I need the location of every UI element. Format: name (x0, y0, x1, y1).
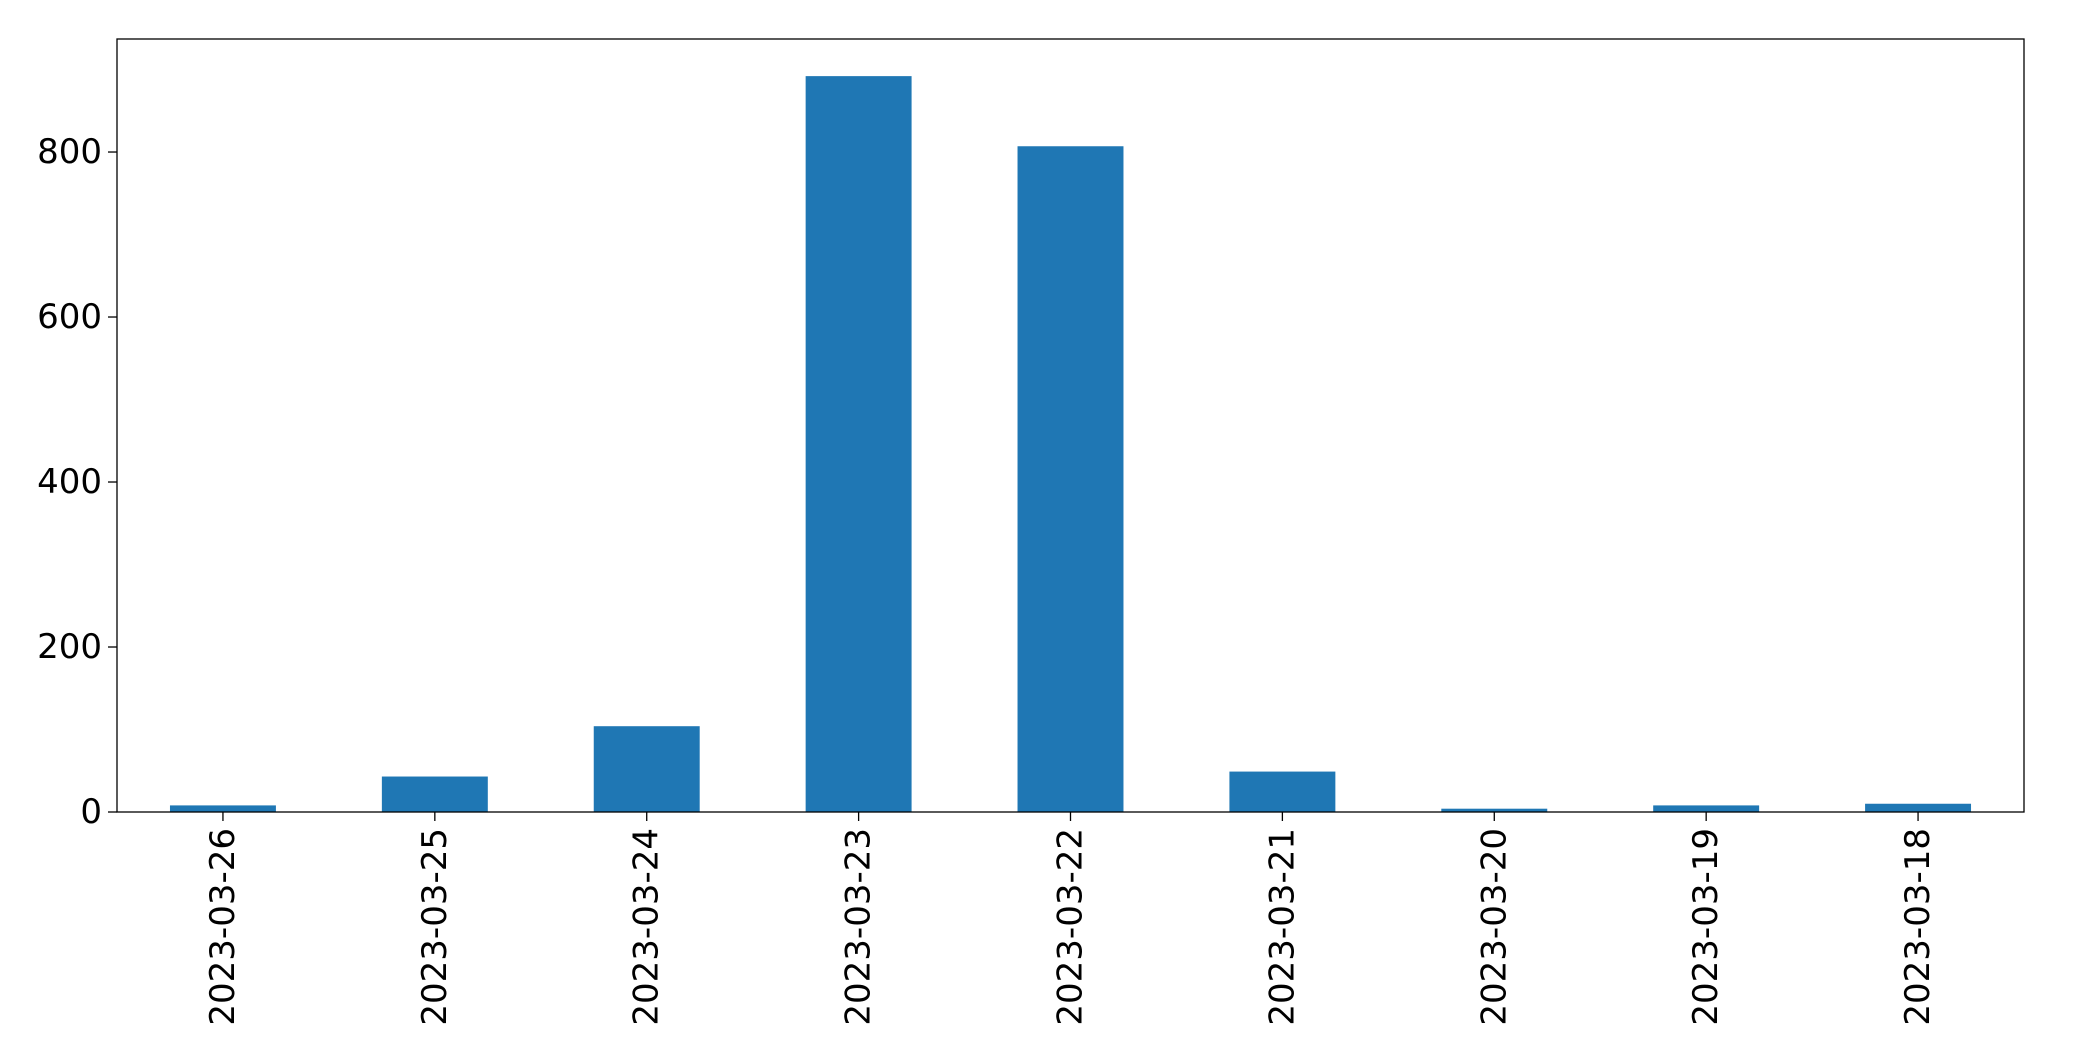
bar-2023-03-23 (805, 76, 912, 813)
x-tick-label: 2023-03-23 (839, 828, 879, 1026)
x-tick-label: 2023-03-19 (1686, 828, 1726, 1026)
bar-2023-03-26 (169, 805, 276, 812)
bar-2023-03-18 (1865, 803, 1972, 812)
y-tick-label: 600 (37, 297, 102, 337)
y-tick-label: 200 (37, 627, 102, 667)
bar-2023-03-25 (381, 776, 488, 812)
x-tick-label: 2023-03-26 (203, 828, 243, 1026)
x-tick-label: 2023-03-20 (1474, 828, 1514, 1026)
y-tick-label: 0 (80, 792, 102, 832)
x-tick-label: 2023-03-24 (627, 828, 667, 1026)
bar-2023-03-24 (593, 726, 700, 812)
x-axis: 2023-03-26 2023-03-25 2023-03-24 2023-03-23… (203, 812, 1938, 1026)
y-tick-label: 400 (37, 462, 102, 502)
y-tick-label: 800 (37, 132, 102, 172)
x-tick-label: 2023-03-22 (1051, 828, 1091, 1026)
y-axis: 0 200 400 600 800 (37, 132, 117, 832)
bar-2023-03-19 (1653, 805, 1760, 812)
bars-group (169, 76, 1972, 813)
bar-2023-03-22 (1017, 146, 1124, 813)
x-tick-label: 2023-03-21 (1262, 828, 1302, 1026)
x-tick-label: 2023-03-25 (415, 828, 455, 1026)
bar-2023-03-20 (1441, 808, 1548, 812)
bar-2023-03-21 (1229, 771, 1336, 812)
plot-frame (116, 38, 2025, 813)
x-tick-label: 2023-03-18 (1898, 828, 1938, 1026)
